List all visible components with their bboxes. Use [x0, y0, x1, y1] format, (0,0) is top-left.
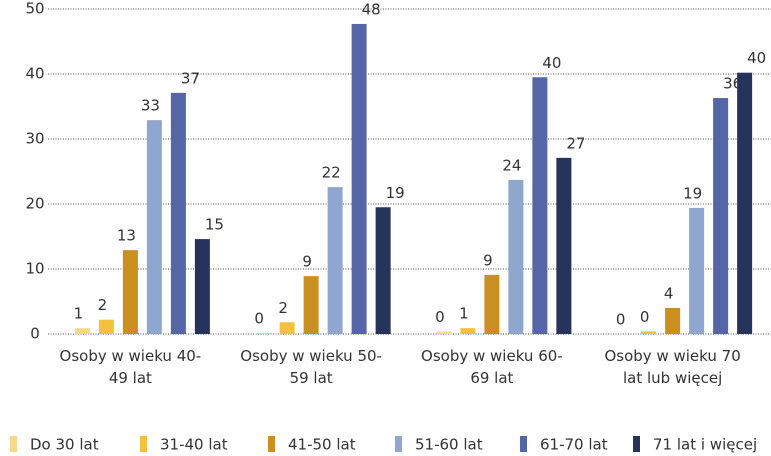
legend-swatch: [633, 436, 640, 452]
bar: [508, 179, 524, 334]
data-label: 0: [435, 308, 445, 326]
data-label: 0: [640, 308, 650, 326]
y-tick-label: 50: [25, 0, 44, 18]
legend-label: 61-70 lat: [540, 436, 608, 454]
data-label: 9: [302, 253, 312, 271]
data-label: 19: [683, 184, 702, 202]
bar: [122, 250, 138, 334]
legend-label: 31-40 lat: [160, 436, 228, 454]
legend-label: 41-50 lat: [288, 436, 356, 454]
bar: [641, 331, 657, 334]
bar: [146, 120, 162, 335]
bar: [303, 276, 319, 334]
bar: [665, 308, 681, 334]
bar: [327, 187, 343, 334]
data-label: 13: [117, 227, 136, 245]
data-label: 15: [205, 216, 224, 234]
data-label: 33: [141, 97, 160, 115]
legend-swatch: [140, 436, 147, 452]
data-label: 9: [483, 251, 493, 269]
x-tick-label: Osoby w wieku 70 lat lub więcej: [604, 347, 741, 387]
legend-swatch: [10, 436, 17, 452]
bar: [255, 333, 271, 334]
data-label: 4: [664, 285, 674, 303]
bar: [279, 322, 295, 334]
x-tick-label: Osoby w wieku 50-59 lat: [240, 347, 382, 387]
data-label: 40: [747, 49, 766, 67]
bar: [351, 23, 367, 334]
bar: [74, 328, 90, 334]
bar: [98, 319, 114, 334]
legend-label: 71 lat i więcej: [653, 436, 757, 454]
legend-label: Do 30 lat: [30, 436, 99, 454]
bar: [194, 239, 210, 334]
data-label: 48: [362, 0, 381, 18]
data-label: 0: [254, 310, 264, 328]
data-label: 40: [542, 54, 561, 72]
y-tick-label: 10: [25, 260, 44, 278]
data-label: 0: [616, 311, 626, 329]
bar: [713, 98, 729, 334]
data-label: 2: [98, 296, 108, 314]
y-tick-label: 30: [25, 130, 44, 148]
data-label: 2: [278, 299, 288, 317]
bar: [689, 207, 705, 334]
legend-swatch: [520, 436, 527, 452]
y-tick-label: 0: [30, 325, 40, 343]
data-label: 37: [181, 69, 200, 87]
x-tick-label: Osoby w wieku 40-49 lat: [59, 347, 202, 387]
bar: [375, 207, 391, 334]
legend-swatch: [268, 436, 275, 452]
x-tick-label: Osoby w wieku 60-69 lat: [421, 347, 563, 387]
bar: [532, 77, 548, 334]
legend-swatch: [395, 436, 402, 452]
data-label: 27: [566, 134, 585, 152]
data-label: 22: [322, 164, 341, 182]
bar: [170, 92, 186, 334]
bar: [737, 72, 753, 334]
y-tick-label: 40: [25, 65, 44, 83]
bar: [556, 157, 572, 334]
data-label: 24: [502, 156, 521, 174]
y-tick-label: 20: [25, 195, 44, 213]
bar: [484, 274, 500, 334]
data-label: 19: [386, 184, 405, 202]
data-label: 1: [74, 305, 84, 323]
data-label: 1: [459, 305, 469, 323]
bar: [460, 328, 476, 334]
legend-label: 51-60 lat: [415, 436, 483, 454]
bar: [436, 331, 452, 334]
